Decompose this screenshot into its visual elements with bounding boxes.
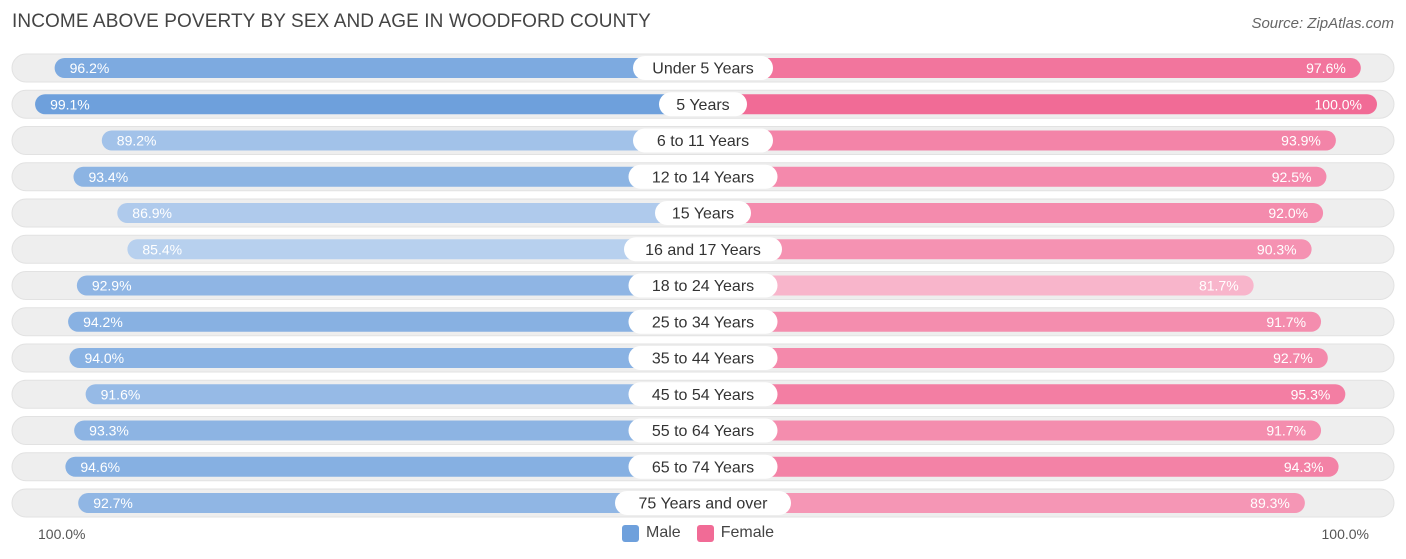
legend-label-male: Male [646, 524, 681, 541]
category-label: 18 to 24 Years [652, 278, 754, 295]
male-bar [74, 420, 703, 441]
female-bar [703, 311, 1322, 332]
female-bar [703, 239, 1312, 260]
category-label: 6 to 11 Years [657, 133, 749, 150]
category-label: 25 to 34 Years [652, 314, 754, 331]
category-pill [628, 164, 778, 189]
female-value-label: 97.6% [1306, 60, 1346, 76]
category-pill [633, 128, 773, 153]
male-bar [85, 384, 704, 405]
female-value-label: 91.7% [1266, 423, 1306, 439]
male-bar [127, 239, 704, 260]
female-bar [703, 384, 1346, 405]
legend-label-female: Female [720, 524, 775, 541]
female-bar [703, 203, 1324, 223]
male-value-label: 89.2% [117, 133, 157, 149]
male-bar [35, 94, 704, 115]
male-bar [78, 493, 703, 513]
female-bar [703, 493, 1305, 513]
female-bar [703, 456, 1339, 477]
female-value-label: 89.3% [1250, 495, 1290, 511]
male-value-label: 94.2% [83, 314, 123, 330]
category-pill [628, 273, 778, 298]
female-value-label: 92.5% [1272, 169, 1312, 185]
male-bar [65, 456, 704, 477]
category-label: 75 Years and over [639, 496, 769, 513]
female-bar [703, 94, 1377, 115]
male-value-label: 91.6% [101, 386, 141, 402]
male-value-label: 94.6% [80, 459, 120, 475]
axis-label-left: 100.0% [38, 526, 86, 542]
bar-chart: 96.2% 97.6% Under 5 Years 99.1% 100.0% 5 Year… [11, 53, 1395, 518]
female-value-label: 95.3% [1291, 386, 1331, 402]
axis-label-right: 100.0% [1321, 526, 1369, 542]
female-bar [703, 275, 1254, 296]
category-label: 12 to 14 Years [652, 169, 754, 186]
legend-item-female: Female [696, 524, 775, 542]
female-bar [703, 130, 1336, 151]
category-label: 5 Years [676, 97, 729, 114]
female-bar [703, 58, 1361, 78]
category-pill [628, 418, 778, 443]
female-value-label: 94.3% [1284, 459, 1324, 475]
male-bar [76, 275, 703, 296]
male-value-label: 86.9% [132, 205, 172, 221]
category-pill [628, 454, 778, 479]
category-label: 45 to 54 Years [652, 387, 754, 404]
female-value-label: 92.0% [1268, 205, 1308, 221]
female-value-label: 91.7% [1266, 314, 1306, 330]
male-value-label: 93.4% [88, 169, 128, 185]
category-label: 65 to 74 Years [652, 459, 754, 476]
category-label: 35 to 44 Years [652, 351, 754, 368]
category-pill [633, 56, 773, 80]
male-value-label: 92.9% [92, 278, 132, 294]
male-bar [73, 166, 703, 187]
male-value-label: 85.4% [142, 241, 182, 257]
category-pill [628, 309, 778, 334]
female-bar [703, 348, 1328, 368]
male-value-label: 93.3% [89, 423, 129, 439]
category-label: 15 Years [672, 206, 734, 223]
category-label: Under 5 Years [652, 61, 753, 78]
chart-title: INCOME ABOVE POVERTY BY SEX AND AGE IN W… [12, 11, 651, 32]
category-pill [628, 382, 778, 407]
category-pill [615, 491, 791, 515]
male-bar [101, 130, 704, 151]
source-note: Source: ZipAtlas.com [1251, 15, 1394, 32]
male-value-label: 99.1% [50, 96, 90, 112]
category-pill [659, 92, 747, 117]
female-value-label: 100.0% [1315, 96, 1362, 112]
legend-item-male: Male [622, 524, 681, 542]
male-value-label: 94.0% [84, 350, 124, 366]
male-bar [117, 203, 703, 223]
category-pill [655, 201, 751, 225]
category-label: 16 and 17 Years [645, 242, 761, 259]
female-value-label: 90.3% [1257, 241, 1297, 257]
female-bar [703, 166, 1327, 187]
legend-swatch-male [622, 524, 639, 542]
female-value-label: 93.9% [1281, 133, 1321, 149]
male-bar [54, 58, 703, 78]
category-pill [624, 237, 782, 262]
male-bar [68, 311, 704, 332]
male-bar [69, 348, 703, 368]
legend-swatch-female [696, 524, 714, 542]
female-bar [703, 420, 1322, 441]
category-label: 55 to 64 Years [652, 423, 754, 440]
category-pill [628, 346, 778, 370]
female-value-label: 92.7% [1273, 350, 1313, 366]
female-value-label: 81.7% [1199, 278, 1239, 294]
male-value-label: 96.2% [70, 60, 110, 76]
legend: Male Female [622, 524, 790, 542]
male-value-label: 92.7% [93, 495, 133, 511]
